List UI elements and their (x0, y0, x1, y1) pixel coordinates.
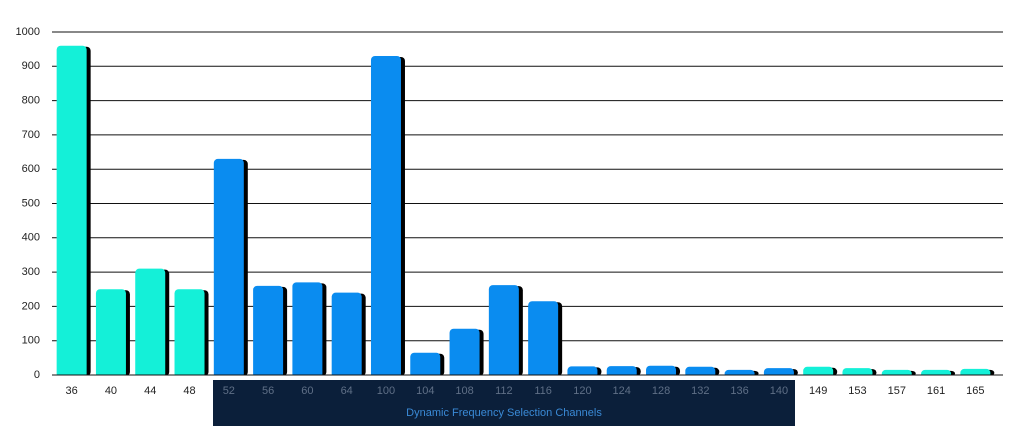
x-tick-label: 149 (809, 385, 827, 397)
y-tick-label: 800 (22, 95, 40, 107)
y-tick-label: 500 (22, 197, 40, 209)
y-tick-label: 200 (22, 300, 40, 312)
x-tick-label: 132 (691, 385, 709, 397)
y-tick-label: 0 (34, 369, 40, 381)
x-tick-label: 140 (770, 385, 788, 397)
bar (213, 158, 244, 378)
x-tick-label: 56 (262, 385, 274, 397)
bar (174, 289, 205, 378)
axis-cover (52, 375, 1003, 380)
bar (331, 292, 362, 378)
x-tick-label: 153 (848, 385, 866, 397)
x-tick-label: 128 (652, 385, 670, 397)
x-tick-label: 136 (730, 385, 748, 397)
x-tick-label: 161 (927, 385, 945, 397)
x-tick-label: 36 (66, 385, 78, 397)
x-tick-label: 100 (377, 385, 395, 397)
x-tick-label: 120 (573, 385, 591, 397)
x-tick-label: 124 (613, 385, 631, 397)
bar (253, 285, 284, 378)
annotation-box (213, 380, 795, 426)
x-tick-label: 165 (966, 385, 984, 397)
bar (410, 352, 441, 378)
bar (292, 282, 323, 378)
x-tick-label: 40 (105, 385, 117, 397)
x-tick-label: 112 (495, 385, 513, 397)
x-tick-label: 44 (144, 385, 156, 397)
y-tick-label: 300 (22, 266, 40, 278)
bar (56, 45, 87, 378)
y-tick-label: 900 (22, 60, 40, 72)
y-tick-label: 100 (22, 335, 40, 347)
x-tick-label: 108 (455, 385, 473, 397)
bar (528, 301, 559, 378)
bar (95, 289, 126, 378)
x-tick-label: 60 (301, 385, 313, 397)
annotation: Dynamic Frequency Selection Channels (406, 407, 602, 419)
x-tick-label: 157 (888, 385, 906, 397)
x-tick-label: 104 (416, 385, 434, 397)
y-tick-label: 600 (22, 163, 40, 175)
x-tick-label: 116 (534, 385, 552, 397)
x-tick-label: 52 (223, 385, 235, 397)
bar (488, 285, 519, 378)
bar (449, 328, 480, 378)
bar (135, 268, 166, 378)
x-tick-label: 64 (341, 385, 353, 397)
y-tick-label: 1000 (16, 26, 40, 38)
bar (370, 56, 401, 378)
y-tick-label: 400 (22, 232, 40, 244)
y-tick-label: 700 (22, 129, 40, 141)
x-tick-label: 48 (183, 385, 195, 397)
